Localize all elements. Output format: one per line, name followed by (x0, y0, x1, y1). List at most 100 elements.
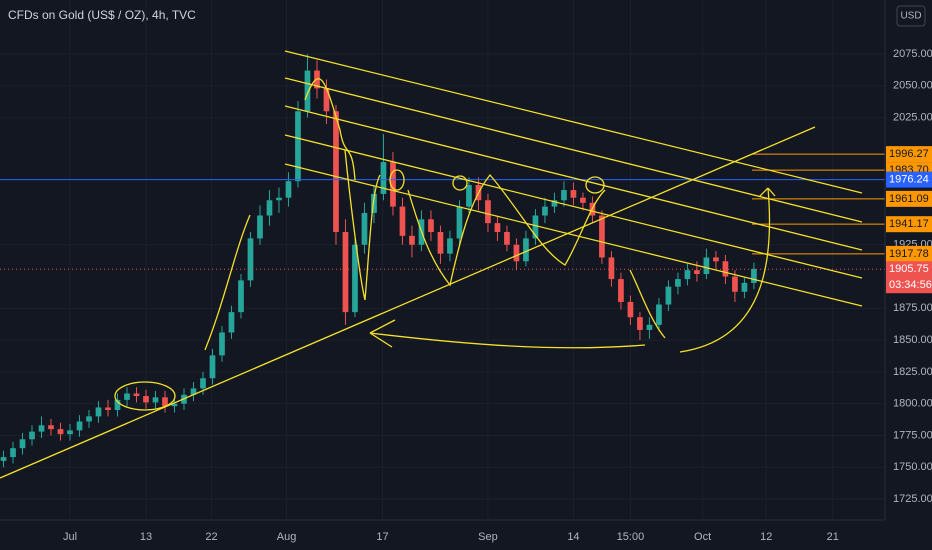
candle-body (466, 184, 472, 207)
candle-body (675, 279, 681, 287)
candle-body (276, 197, 282, 201)
candle-body (57, 429, 64, 435)
last-price-box (886, 261, 932, 294)
candle-body (380, 162, 387, 194)
candle-body (48, 425, 54, 430)
y-tick-label: 1775.00 (893, 429, 932, 441)
candle-body (257, 215, 263, 239)
candle-body (494, 223, 501, 233)
level-label-box (886, 245, 932, 262)
level-label-box (886, 190, 932, 207)
drawings (0, 50, 863, 479)
candle-body (656, 304, 662, 325)
candle-body (190, 388, 197, 395)
channel-line (284, 77, 863, 223)
level-label-box (886, 216, 932, 233)
channel-line (284, 134, 863, 279)
arrow (679, 187, 776, 353)
level-label: 1917.78 (889, 248, 929, 260)
currency-box[interactable] (896, 5, 926, 27)
channel-line (284, 105, 863, 251)
candle-body (342, 232, 349, 313)
candle-body (627, 301, 634, 318)
candle-body (29, 431, 35, 440)
squiggle (407, 173, 606, 287)
y-tick-label: 2075.00 (893, 48, 932, 60)
candle-body (352, 244, 358, 313)
candle-body (152, 397, 159, 403)
candle-body (741, 282, 748, 292)
candle-body (551, 200, 558, 207)
candle-body (732, 276, 738, 292)
candle-body (38, 425, 45, 432)
candle-body (561, 190, 567, 201)
grid (0, 0, 885, 520)
candle-body (124, 393, 130, 400)
y-tick-label: 1875.00 (893, 302, 932, 314)
candle-body (10, 448, 16, 458)
candle-body (694, 270, 700, 274)
candle-body (722, 261, 729, 277)
trend-line (0, 126, 816, 479)
candle-body (143, 396, 149, 403)
candle-body (0, 457, 7, 461)
candle-body (532, 215, 539, 239)
arrow (369, 319, 646, 349)
x-tick-label: Oct (694, 531, 711, 543)
x-tick-label: 15:00 (617, 531, 645, 543)
last-price-label: 1905.75 (889, 263, 929, 275)
y-tick-label: 2025.00 (893, 112, 932, 124)
channel-line (284, 163, 863, 307)
y-tick-label: 1800.00 (893, 398, 932, 410)
crosshair-label-box (886, 171, 932, 188)
candle-body (751, 268, 757, 283)
x-tick-label: 12 (760, 531, 772, 543)
candle-body (371, 193, 377, 213)
candle-body (542, 206, 548, 216)
candle-body (390, 162, 396, 207)
candle-body (437, 232, 444, 254)
candle-body (703, 257, 710, 274)
candle-body (523, 238, 529, 262)
squiggle (629, 269, 666, 339)
y-tick-label: 1750.00 (893, 461, 932, 473)
candle-body (599, 215, 605, 258)
candle-body (684, 270, 691, 280)
y-tick-label: 1825.00 (893, 366, 932, 378)
candle-body (456, 206, 463, 239)
chart-title: CFDs on Gold (US$ / OZ), 4h, TVC (8, 8, 196, 22)
candle-body (513, 244, 520, 262)
candle-body (485, 200, 491, 224)
x-tick-label: 14 (567, 531, 579, 543)
x-tick-label: 21 (827, 531, 839, 543)
candle-body (665, 286, 672, 305)
candle-body (228, 312, 235, 333)
candle-body (86, 416, 92, 422)
x-tick-label: Jul (63, 531, 77, 543)
y-tick-label: 2050.00 (893, 80, 932, 92)
candle-body (646, 324, 653, 330)
candle-body (133, 393, 140, 397)
candle-body (114, 399, 121, 411)
currency[interactable]: USD (900, 11, 921, 22)
channel-line (284, 50, 863, 194)
level-label: 1961.09 (889, 193, 929, 205)
x-tick-label: 22 (205, 531, 217, 543)
candle-body (295, 111, 301, 182)
candle-body (713, 257, 719, 262)
y-tick-label: 1725.00 (893, 493, 932, 505)
candle-body (304, 70, 311, 112)
candle-body (618, 279, 624, 302)
x-tick-label: Aug (277, 531, 297, 543)
squiggle (204, 78, 381, 351)
candle-body (266, 200, 273, 216)
candle-body (361, 212, 368, 245)
candle-body (504, 232, 510, 245)
candle-body (76, 421, 83, 431)
candle-body (570, 190, 577, 198)
candle-body (162, 397, 168, 407)
